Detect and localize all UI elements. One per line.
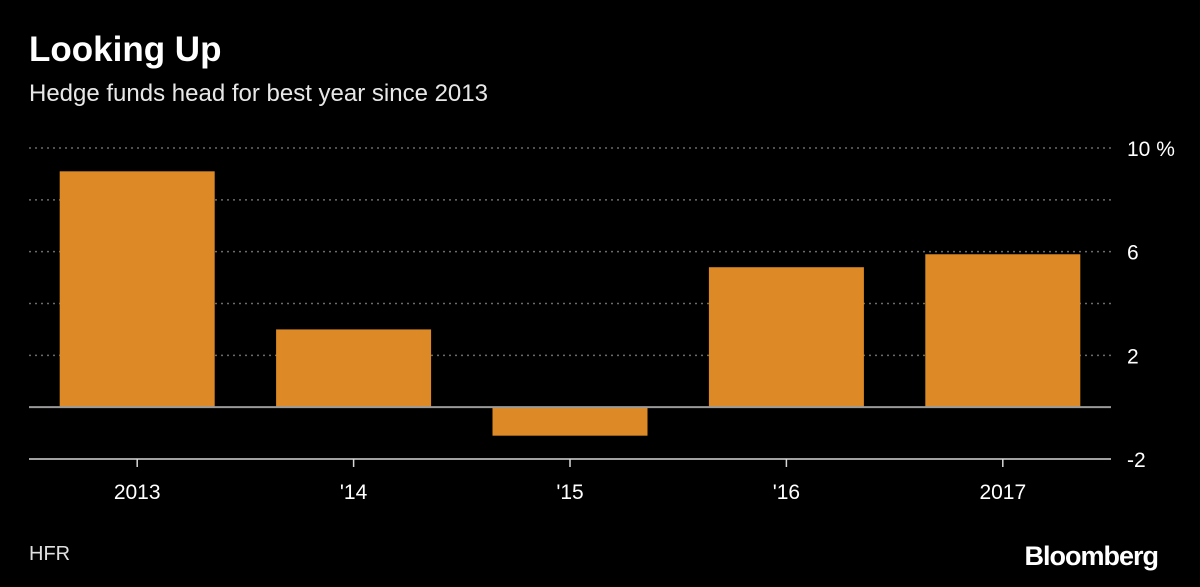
chart-subtitle: Hedge funds head for best year since 201… xyxy=(29,80,488,107)
x-tick-label: 2017 xyxy=(979,481,1026,504)
bar-15 xyxy=(492,407,648,436)
y-tick-label: 6 xyxy=(1127,242,1139,265)
bar-2017 xyxy=(925,254,1081,408)
x-tick-label: '14 xyxy=(340,481,368,504)
y-tick-label: -2 xyxy=(1127,449,1146,472)
x-tick-label: 2013 xyxy=(114,481,161,504)
tick-labels: 2013 '14 '15 '16 2017 -2 2 6 10 % xyxy=(114,138,1175,504)
source-note: HFR xyxy=(29,543,71,565)
x-tick-label: '16 xyxy=(773,481,800,504)
bars xyxy=(59,171,1081,436)
bloomberg-logo: Bloomberg xyxy=(1024,541,1159,571)
bar-16 xyxy=(708,267,864,408)
y-tick-label: 10 % xyxy=(1127,138,1175,161)
x-tick-label: '15 xyxy=(556,481,583,504)
y-tick-label: 2 xyxy=(1127,345,1139,368)
bar-14 xyxy=(276,329,432,408)
chart-title: Looking Up xyxy=(29,30,222,69)
bar-2013 xyxy=(59,171,215,408)
axes xyxy=(29,406,1111,467)
